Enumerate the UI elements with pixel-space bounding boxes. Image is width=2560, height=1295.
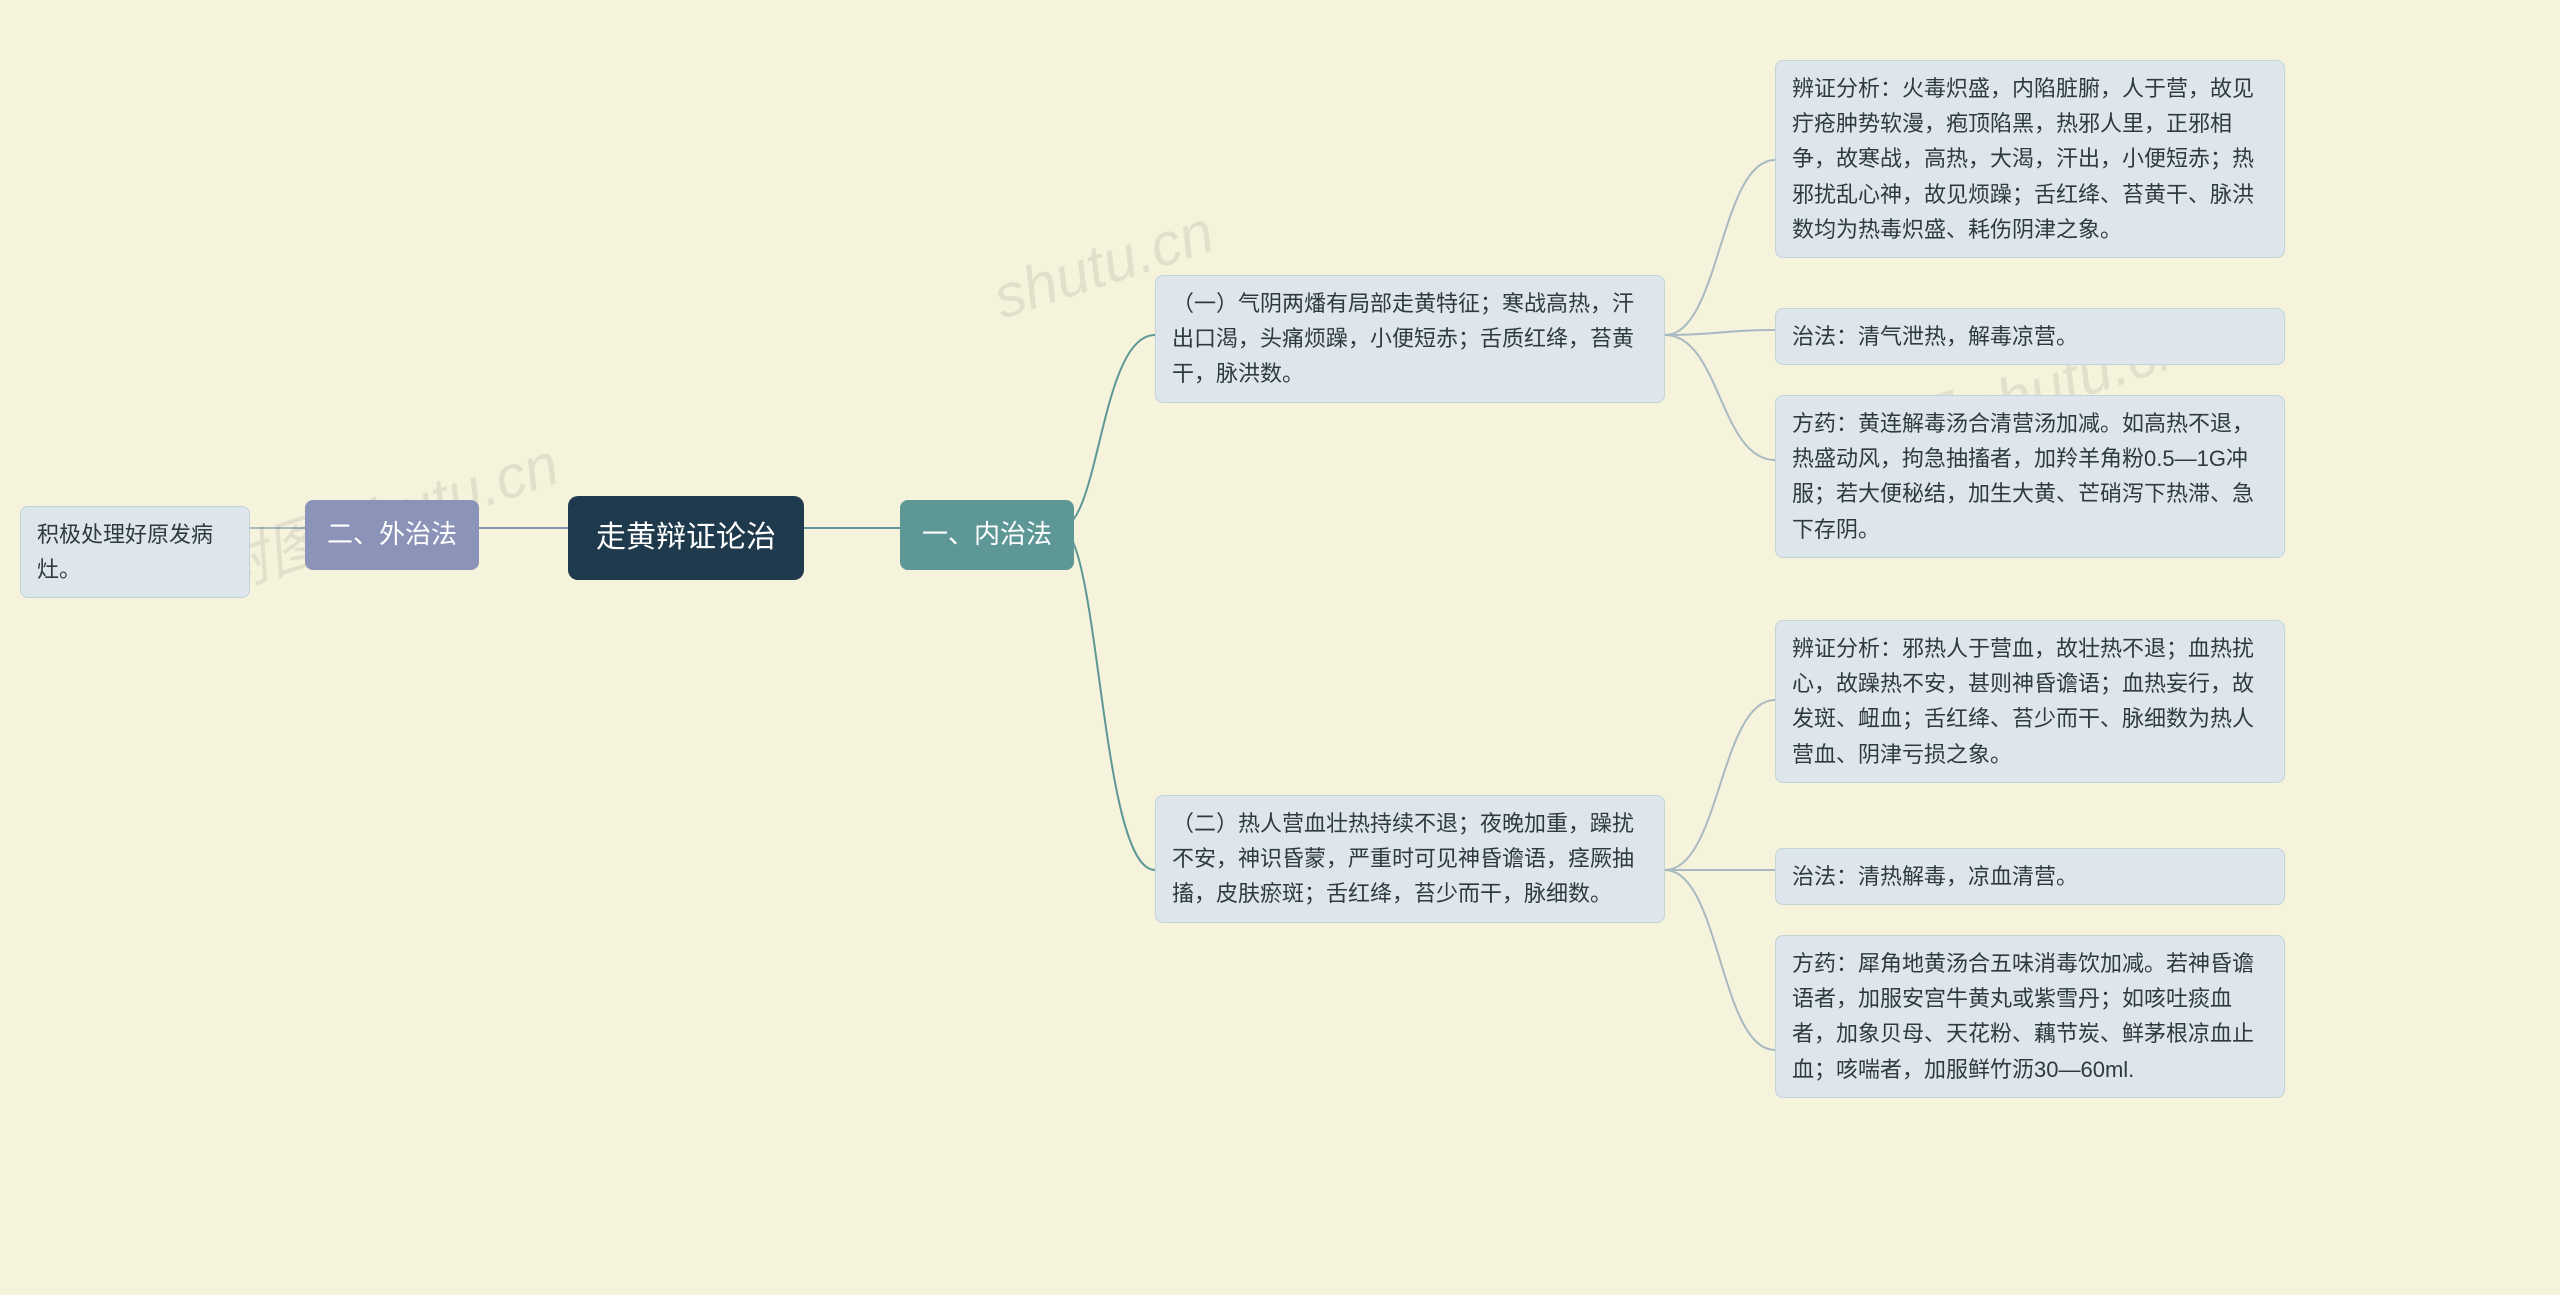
leaf-2-3-text: 方药：犀角地黄汤合五味消毒饮加减。若神昏谵语者，加服安宫牛黄丸或紫雪丹；如咳吐痰… [1792,951,2254,1082]
leaf-1-3-text: 方药：黄连解毒汤合清营汤加减。如高热不退，热盛动风，拘急抽搐者，加羚羊角粉0.5… [1792,411,2254,542]
leaf-2-2[interactable]: 治法：清热解毒，凉血清营。 [1775,848,2285,905]
right-branch-label: 一、内治法 [922,519,1052,549]
mid-node-2-text: （二）热人营血壮热持续不退；夜晚加重，躁扰不安，神识昏蒙，严重时可见神昏谵语，痉… [1172,811,1634,906]
leaf-2-2-text: 治法：清热解毒，凉血清营。 [1792,864,2078,889]
left-leaf-text: 积极处理好原发病灶。 [37,522,213,582]
leaf-1-2-text: 治法：清气泄热，解毒凉营。 [1792,324,2078,349]
leaf-2-1[interactable]: 辨证分析：邪热人于营血，故壮热不退；血热扰心，故躁热不安，甚则神昏谵语；血热妄行… [1775,620,2285,783]
mid-node-1[interactable]: （一）气阴两燔有局部走黄特征；寒战高热，汗出口渴，头痛烦躁，小便短赤；舌质红绛，… [1155,275,1665,403]
mid-node-1-text: （一）气阴两燔有局部走黄特征；寒战高热，汗出口渴，头痛烦躁，小便短赤；舌质红绛，… [1172,291,1634,386]
left-leaf-node[interactable]: 积极处理好原发病灶。 [20,506,250,598]
root-label: 走黄辩证论治 [596,521,776,554]
left-branch-node[interactable]: 二、外治法 [305,500,479,570]
root-node[interactable]: 走黄辩证论治 [568,496,804,580]
leaf-2-3[interactable]: 方药：犀角地黄汤合五味消毒饮加减。若神昏谵语者，加服安宫牛黄丸或紫雪丹；如咳吐痰… [1775,935,2285,1098]
mid-node-2[interactable]: （二）热人营血壮热持续不退；夜晚加重，躁扰不安，神识昏蒙，严重时可见神昏谵语，痉… [1155,795,1665,923]
leaf-1-1-text: 辨证分析：火毒炽盛，内陷脏腑，人于营，故见疔疮肿势软漫，疱顶陷黑，热邪人里，正邪… [1792,76,2254,242]
leaf-1-2[interactable]: 治法：清气泄热，解毒凉营。 [1775,308,2285,365]
leaf-1-3[interactable]: 方药：黄连解毒汤合清营汤加减。如高热不退，热盛动风，拘急抽搐者，加羚羊角粉0.5… [1775,395,2285,558]
leaf-2-1-text: 辨证分析：邪热人于营血，故壮热不退；血热扰心，故躁热不安，甚则神昏谵语；血热妄行… [1792,636,2254,767]
right-branch-node[interactable]: 一、内治法 [900,500,1074,570]
leaf-1-1[interactable]: 辨证分析：火毒炽盛，内陷脏腑，人于营，故见疔疮肿势软漫，疱顶陷黑，热邪人里，正邪… [1775,60,2285,258]
left-branch-label: 二、外治法 [327,519,457,549]
